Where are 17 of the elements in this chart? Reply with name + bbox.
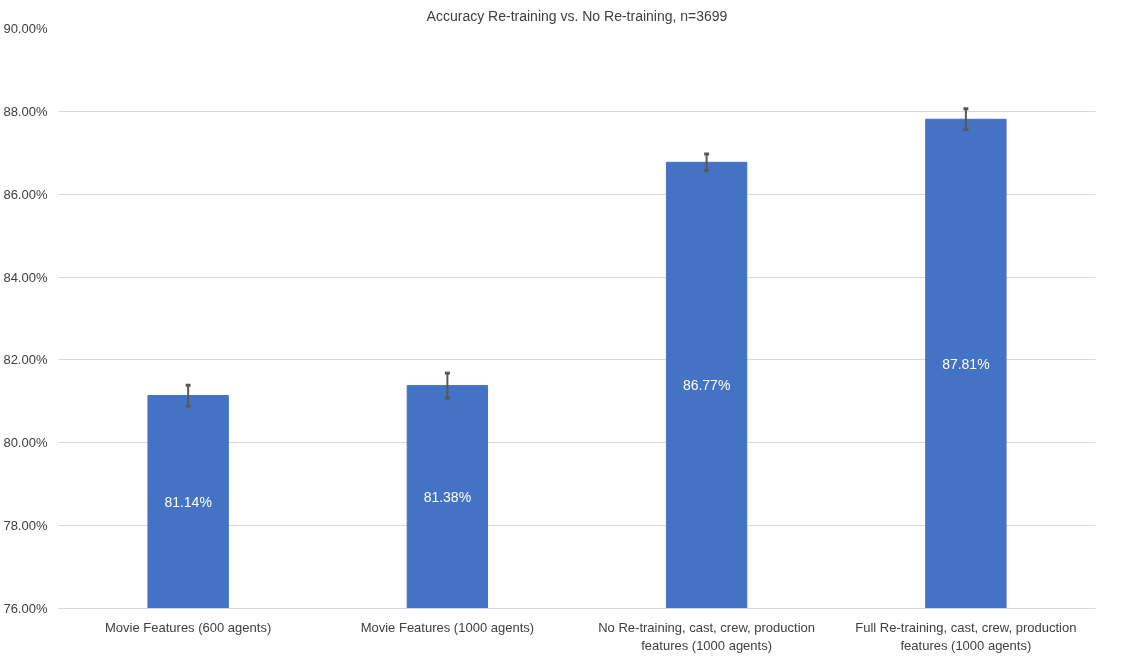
y-tick-label: 88.00% — [3, 103, 48, 119]
data-label: 81.38% — [423, 489, 472, 506]
data-label: 86.77% — [682, 377, 731, 394]
y-tick-label: 82.00% — [3, 352, 48, 368]
y-tick-label: 84.00% — [3, 269, 48, 285]
y-tick-label: 86.00% — [3, 186, 48, 202]
y-tick-label: 80.00% — [3, 435, 48, 451]
data-label: 87.81% — [942, 355, 990, 372]
chart-title: Accuracy Re-training vs. No Re-training, n=3699 — [426, 7, 728, 24]
x-tick-label: Movie Features (600 agents) — [105, 619, 272, 635]
y-tick-label: 76.00% — [3, 601, 48, 616]
y-tick-label: 78.00% — [3, 518, 48, 534]
x-tick-label: Movie Features (1000 agents) — [360, 619, 535, 635]
y-tick-label: 90.00% — [3, 21, 48, 36]
x-tick-label: Full Re-training, cast, crew, production features (1000 agents) — [855, 619, 1077, 653]
x-tick-label: No Re-training, cast, crew, production features (1000 agents) — [598, 619, 816, 653]
data-label: 81.14% — [164, 494, 212, 511]
